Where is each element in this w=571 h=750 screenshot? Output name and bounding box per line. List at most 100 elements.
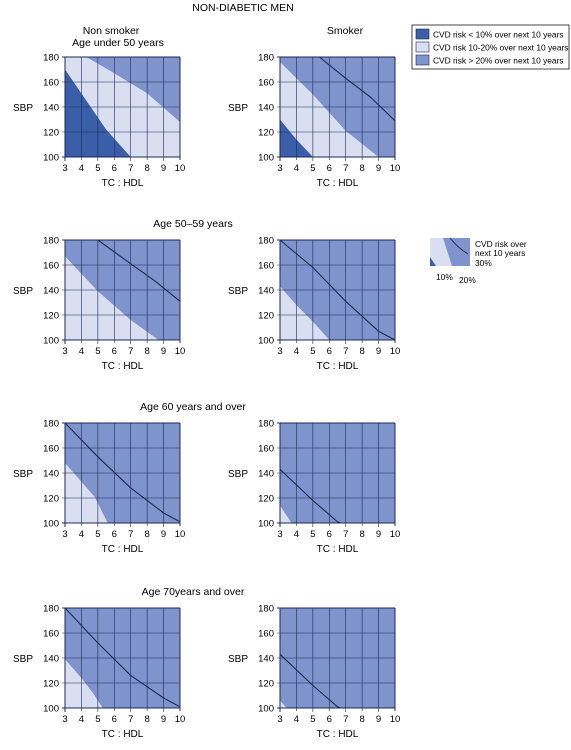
- x-axis-label: TC : HDL: [317, 361, 359, 372]
- x-tick-label: 8: [359, 529, 364, 540]
- x-tick-label: 10: [390, 529, 401, 540]
- y-tick-label: 120: [43, 679, 59, 690]
- x-tick-label: 5: [95, 714, 100, 725]
- x-tick-label: 9: [376, 163, 381, 174]
- x-axis-label: TC : HDL: [317, 178, 359, 189]
- x-tick-label: 6: [327, 529, 332, 540]
- y-tick-label: 180: [43, 604, 59, 615]
- x-tick-label: 3: [62, 529, 67, 540]
- y-tick-label: 100: [258, 153, 274, 164]
- y-tick-label: 140: [43, 654, 59, 665]
- y-tick-label: 100: [43, 519, 59, 530]
- x-tick-label: 7: [128, 346, 133, 357]
- region-mid-risk: [65, 256, 159, 340]
- x-tick-label: 3: [277, 163, 282, 174]
- x-tick-label: 8: [359, 714, 364, 725]
- key-swatch-mid-region: [430, 238, 452, 266]
- y-tick-label: 160: [43, 629, 59, 640]
- x-tick-label: 10: [390, 163, 401, 174]
- x-tick-label: 7: [128, 163, 133, 174]
- x-tick-label: 9: [161, 714, 166, 725]
- x-tick-label: 3: [277, 714, 282, 725]
- x-axis-label: TC : HDL: [317, 729, 359, 740]
- x-tick-label: 6: [327, 714, 332, 725]
- y-tick-label: 140: [258, 286, 274, 297]
- x-tick-label: 9: [161, 529, 166, 540]
- legend-swatch-mid: [415, 41, 430, 53]
- y-axis-label: SBP: [228, 103, 248, 114]
- x-tick-label: 3: [277, 529, 282, 540]
- y-tick-label: 140: [43, 469, 59, 480]
- x-tick-label: 7: [343, 714, 348, 725]
- figure-title: NON-DIABETIC MEN: [192, 2, 294, 14]
- x-tick-label: 9: [376, 346, 381, 357]
- y-tick-label: 100: [258, 704, 274, 715]
- y-tick-label: 120: [43, 494, 59, 505]
- y-tick-label: 120: [258, 311, 274, 322]
- x-tick-label: 10: [390, 714, 401, 725]
- y-tick-label: 120: [258, 679, 274, 690]
- chart-panel-smoker-3: 3 4 5 6 7 8 9 10 100 120 140 160 180 TC : HDL SBP: [228, 419, 400, 556]
- x-tick-label: 4: [294, 529, 299, 540]
- x-tick-label: 4: [79, 714, 84, 725]
- x-tick-label: 4: [294, 163, 299, 174]
- y-tick-label: 180: [258, 236, 274, 247]
- region-mid-risk: [280, 286, 330, 340]
- curve-30-percent: [319, 56, 396, 122]
- x-axis-label: TC : HDL: [102, 729, 144, 740]
- x-tick-label: 7: [343, 346, 348, 357]
- key-label-10: 10%: [436, 272, 453, 282]
- y-tick-label: 160: [43, 78, 59, 89]
- column-label-smoker: Smoker: [327, 25, 364, 37]
- legend-label-low: CVD risk < 10% over next 10 years: [433, 30, 564, 40]
- x-tick-label: 5: [310, 163, 315, 174]
- x-tick-label: 6: [327, 346, 332, 357]
- region-mid-risk: [65, 463, 108, 523]
- legend: CVD risk < 10% over next 10 years CVD ri…: [411, 24, 570, 70]
- age-group-title: Age under 50 years: [72, 37, 164, 49]
- region-mid-risk: [280, 700, 287, 708]
- x-tick-label: 4: [79, 346, 84, 357]
- age-group-title: Age 60 years and over: [140, 401, 246, 413]
- age-group-title: Age 50–59 years: [153, 218, 232, 230]
- legend-label-high: CVD risk > 20% over next 10 years: [433, 56, 564, 66]
- x-tick-label: 4: [79, 163, 84, 174]
- y-tick-label: 160: [43, 261, 59, 272]
- x-tick-label: 8: [144, 163, 149, 174]
- y-tick-label: 180: [258, 604, 274, 615]
- x-tick-label: 5: [95, 529, 100, 540]
- chart-panel-non-smoker-2: 3 4 5 6 7 8 9 10 100 120 140 160 180 TC : HDL SBP: [13, 236, 185, 373]
- x-tick-label: 5: [310, 714, 315, 725]
- y-tick-label: 120: [43, 128, 59, 139]
- key-text-line-2: next 10 years: [475, 248, 525, 258]
- x-tick-label: 3: [62, 346, 67, 357]
- x-tick-label: 5: [95, 163, 100, 174]
- x-tick-label: 9: [161, 346, 166, 357]
- x-tick-label: 4: [294, 714, 299, 725]
- y-tick-label: 100: [43, 704, 59, 715]
- chart-panel-smoker-4: 3 4 5 6 7 8 9 10 100 120 140 160 180 TC : HDL SBP: [228, 604, 400, 741]
- y-tick-label: 140: [258, 469, 274, 480]
- y-tick-label: 140: [258, 654, 274, 665]
- y-axis-label: SBP: [13, 469, 33, 480]
- x-axis-label: TC : HDL: [317, 544, 359, 555]
- x-axis-label: TC : HDL: [102, 544, 144, 555]
- chart-panel-non-smoker-3: 3 4 5 6 7 8 9 10 100 120 140 160 180 TC : HDL SBP: [13, 419, 185, 556]
- y-axis-label: SBP: [13, 286, 33, 297]
- x-tick-label: 4: [294, 346, 299, 357]
- region-low-risk: [280, 119, 313, 157]
- legend-swatch-high: [415, 54, 430, 66]
- region-mid-risk: [280, 62, 379, 157]
- key-label-30: 30%: [475, 258, 492, 268]
- x-tick-label: 9: [376, 714, 381, 725]
- x-tick-label: 9: [376, 529, 381, 540]
- x-tick-label: 7: [128, 714, 133, 725]
- x-tick-label: 10: [390, 346, 401, 357]
- y-tick-label: 180: [258, 53, 274, 64]
- y-tick-label: 180: [43, 419, 59, 430]
- x-tick-label: 3: [62, 163, 67, 174]
- x-tick-label: 8: [359, 163, 364, 174]
- key-swatch-30-curve: [449, 237, 469, 255]
- x-tick-label: 7: [128, 529, 133, 540]
